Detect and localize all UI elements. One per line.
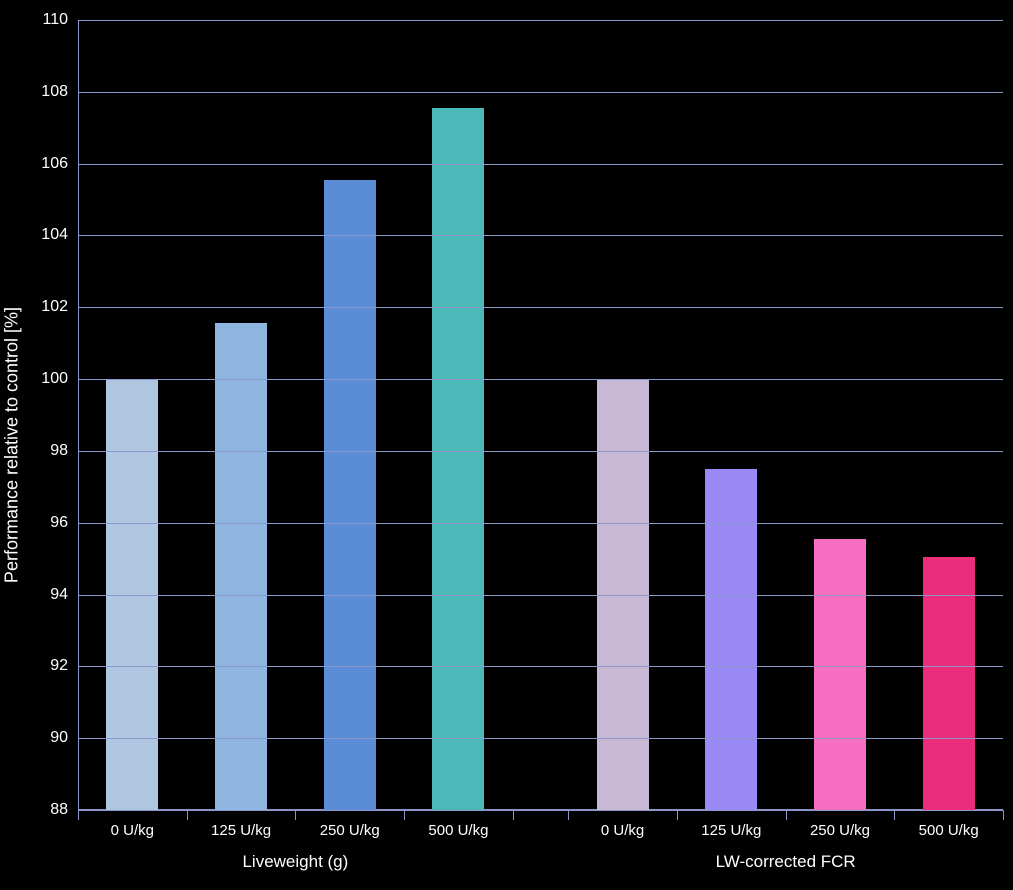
y-tick-label: 90	[50, 729, 78, 747]
y-tick-label: 92	[50, 657, 78, 675]
y-tick-label: 88	[50, 801, 78, 819]
gridline	[78, 20, 1003, 21]
x-group-label: LW-corrected FCR	[716, 810, 856, 872]
x-tick-separator	[894, 810, 895, 820]
gridline	[78, 666, 1003, 667]
x-tick-separator	[187, 810, 188, 820]
x-tick-label: 500 U/kg	[428, 810, 488, 839]
x-tick-label: 500 U/kg	[919, 810, 979, 839]
gridline	[78, 451, 1003, 452]
x-tick-separator	[78, 810, 79, 820]
bar	[324, 180, 376, 810]
x-tick-separator	[404, 810, 405, 820]
gridline	[78, 738, 1003, 739]
bar	[432, 108, 484, 810]
y-tick-label: 94	[50, 586, 78, 604]
bar	[215, 323, 267, 810]
y-tick-label: 100	[41, 370, 78, 388]
x-tick-separator	[568, 810, 569, 820]
y-tick-label: 108	[41, 83, 78, 101]
plot-area: 8890929496981001021041061081100 U/kg125 …	[78, 20, 1003, 810]
x-tick-label: 0 U/kg	[601, 810, 644, 839]
gridline	[78, 523, 1003, 524]
bar	[814, 539, 866, 810]
x-tick-separator	[677, 810, 678, 820]
x-tick-separator	[513, 810, 514, 820]
gridline	[78, 595, 1003, 596]
y-tick-label: 102	[41, 298, 78, 316]
y-tick-label: 98	[50, 442, 78, 460]
y-tick-label: 110	[42, 11, 78, 29]
gridline	[78, 92, 1003, 93]
x-tick-label: 0 U/kg	[111, 810, 154, 839]
gridline	[78, 307, 1003, 308]
gridline	[78, 164, 1003, 165]
x-group-label: Liveweight (g)	[242, 810, 348, 872]
y-tick-label: 96	[50, 514, 78, 532]
bar	[705, 469, 757, 810]
gridline	[78, 379, 1003, 380]
y-tick-label: 104	[41, 226, 78, 244]
bars-region	[78, 20, 1003, 810]
bar-chart: Performance relative to control [%] 8890…	[0, 0, 1013, 890]
y-axis-label: Performance relative to control [%]	[2, 307, 23, 583]
y-tick-label: 106	[41, 155, 78, 173]
gridline	[78, 235, 1003, 236]
x-tick-separator	[1003, 810, 1004, 820]
